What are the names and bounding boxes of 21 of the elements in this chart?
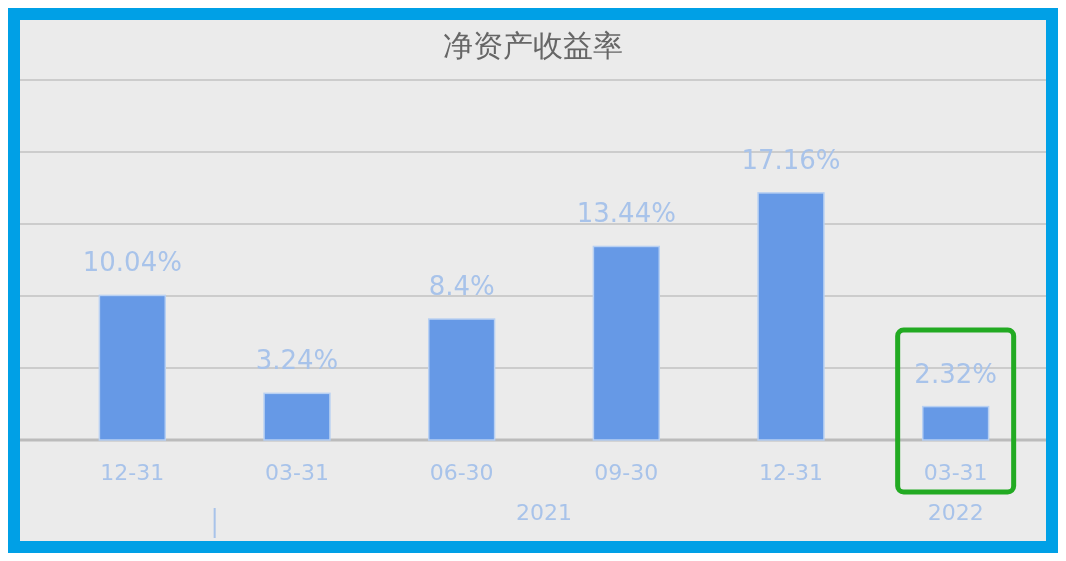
- data-label: 13.44%: [576, 198, 676, 229]
- data-label: 10.04%: [82, 247, 182, 278]
- data-label: 17.16%: [741, 144, 841, 175]
- bar: [592, 245, 661, 441]
- x-tick-label: 12-31: [100, 460, 165, 485]
- bar: [98, 294, 167, 441]
- data-label: 3.24%: [255, 345, 339, 376]
- bar: [921, 405, 990, 441]
- x-tick-label: 12-31: [759, 460, 823, 485]
- text: 2022: [927, 500, 984, 525]
- bar: [757, 192, 825, 441]
- data-label: 8.4%: [428, 271, 495, 302]
- chart-title: 净资产收益率: [443, 28, 623, 63]
- x-tick-label: 06-30: [429, 460, 494, 485]
- x-tick-label: 03-31: [923, 460, 988, 485]
- x-tick-label: 03-31: [265, 460, 329, 485]
- data-label: 2.32%: [914, 358, 997, 389]
- bar: [427, 318, 496, 441]
- text: 2021: [516, 500, 572, 525]
- x-tick-label: 09-30: [594, 460, 659, 485]
- bar: [263, 392, 331, 441]
